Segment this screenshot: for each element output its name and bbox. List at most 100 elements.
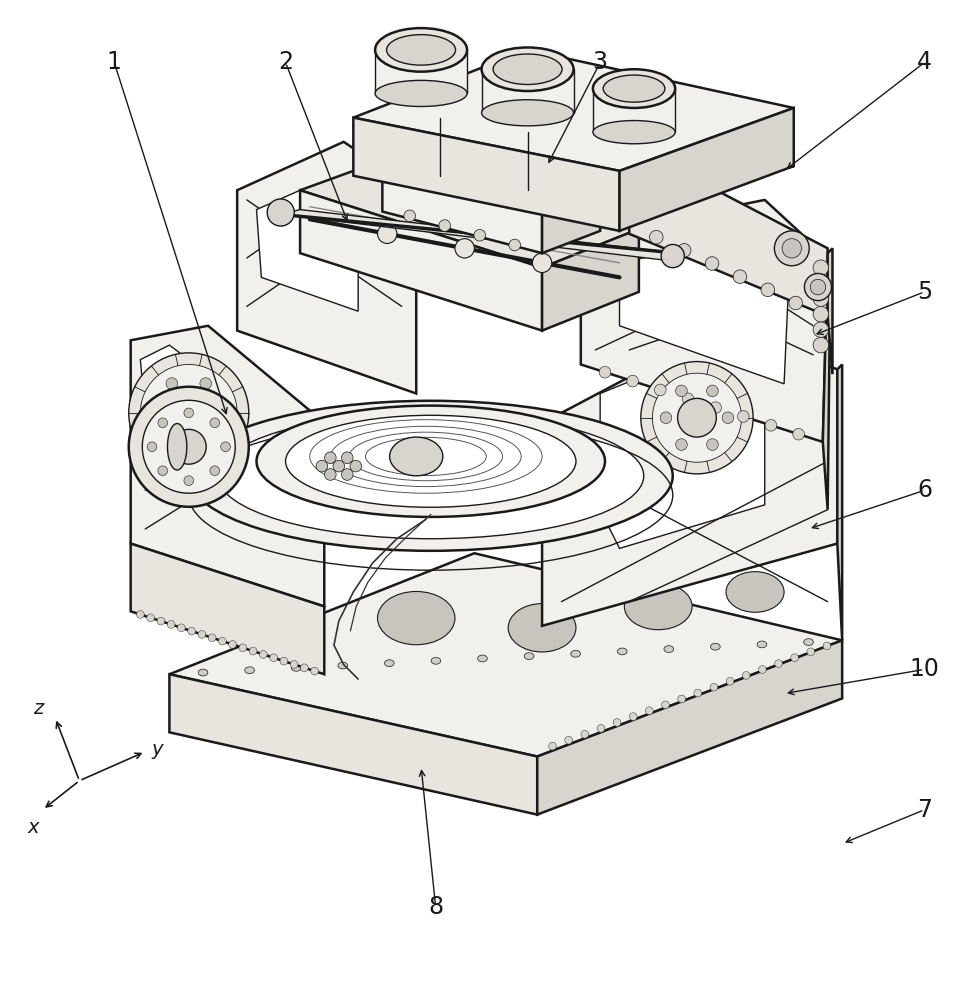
Circle shape (249, 647, 257, 655)
Polygon shape (593, 89, 676, 132)
Ellipse shape (508, 604, 576, 652)
Circle shape (184, 408, 194, 418)
Circle shape (177, 624, 185, 632)
Polygon shape (828, 248, 832, 374)
Circle shape (270, 654, 278, 662)
Text: 7: 7 (917, 798, 932, 822)
Circle shape (455, 239, 474, 258)
Circle shape (280, 657, 287, 665)
Polygon shape (281, 210, 678, 260)
Ellipse shape (286, 415, 576, 507)
Circle shape (239, 644, 247, 652)
Circle shape (167, 621, 175, 628)
Circle shape (171, 429, 206, 464)
Circle shape (726, 677, 734, 685)
Ellipse shape (803, 639, 813, 645)
Circle shape (774, 660, 782, 667)
Circle shape (599, 366, 611, 378)
Circle shape (710, 402, 721, 413)
Polygon shape (382, 149, 600, 212)
Circle shape (810, 279, 826, 295)
Circle shape (136, 611, 144, 618)
Circle shape (742, 672, 750, 679)
Text: 4: 4 (917, 50, 932, 74)
Circle shape (564, 736, 572, 744)
Circle shape (474, 229, 486, 241)
Circle shape (147, 442, 157, 452)
Circle shape (210, 418, 220, 428)
Polygon shape (169, 674, 537, 815)
Ellipse shape (389, 437, 443, 476)
Ellipse shape (247, 580, 324, 633)
Ellipse shape (482, 100, 574, 126)
Circle shape (149, 407, 161, 419)
Text: 8: 8 (428, 895, 443, 919)
Ellipse shape (477, 655, 487, 662)
Circle shape (759, 666, 767, 673)
Polygon shape (131, 544, 324, 674)
Circle shape (259, 651, 267, 658)
Circle shape (813, 291, 829, 306)
Ellipse shape (757, 641, 767, 648)
Circle shape (142, 400, 235, 493)
Circle shape (813, 275, 829, 291)
Circle shape (733, 270, 746, 283)
Circle shape (641, 362, 753, 474)
Text: x: x (27, 818, 39, 837)
Text: 10: 10 (910, 657, 939, 681)
Circle shape (661, 701, 669, 709)
Circle shape (210, 466, 220, 476)
Polygon shape (537, 640, 842, 815)
Polygon shape (620, 239, 789, 384)
Polygon shape (837, 364, 842, 640)
Polygon shape (823, 258, 831, 510)
Polygon shape (169, 553, 842, 757)
Circle shape (823, 642, 831, 650)
Circle shape (654, 384, 666, 396)
Ellipse shape (378, 591, 455, 645)
Circle shape (324, 469, 336, 480)
Ellipse shape (189, 401, 673, 551)
Ellipse shape (167, 424, 187, 470)
Circle shape (217, 407, 228, 419)
Ellipse shape (198, 669, 208, 676)
Polygon shape (300, 190, 542, 331)
Circle shape (722, 412, 734, 424)
Text: z: z (33, 699, 43, 718)
Circle shape (707, 439, 718, 450)
Circle shape (300, 664, 308, 672)
Ellipse shape (386, 35, 456, 65)
Polygon shape (353, 118, 620, 231)
Circle shape (184, 476, 194, 485)
Circle shape (793, 428, 804, 440)
Circle shape (676, 439, 687, 450)
Circle shape (761, 283, 774, 297)
Circle shape (676, 385, 687, 397)
Ellipse shape (525, 653, 534, 660)
Circle shape (378, 224, 397, 243)
Circle shape (678, 398, 716, 437)
Circle shape (140, 364, 237, 461)
Ellipse shape (603, 75, 665, 102)
Circle shape (629, 713, 637, 721)
Ellipse shape (431, 657, 440, 664)
Polygon shape (131, 326, 324, 606)
Text: 5: 5 (917, 280, 932, 304)
Circle shape (597, 725, 605, 732)
Circle shape (774, 231, 809, 266)
Circle shape (661, 244, 684, 268)
Text: 1: 1 (106, 50, 122, 74)
Circle shape (129, 353, 249, 473)
Ellipse shape (493, 54, 562, 84)
Polygon shape (300, 152, 639, 268)
Circle shape (532, 253, 552, 273)
Circle shape (158, 466, 167, 476)
Circle shape (316, 460, 327, 472)
Circle shape (342, 469, 353, 480)
Ellipse shape (726, 572, 784, 612)
Circle shape (324, 452, 336, 464)
Circle shape (219, 637, 227, 645)
Polygon shape (600, 350, 765, 548)
Circle shape (129, 387, 249, 507)
Circle shape (782, 239, 802, 258)
